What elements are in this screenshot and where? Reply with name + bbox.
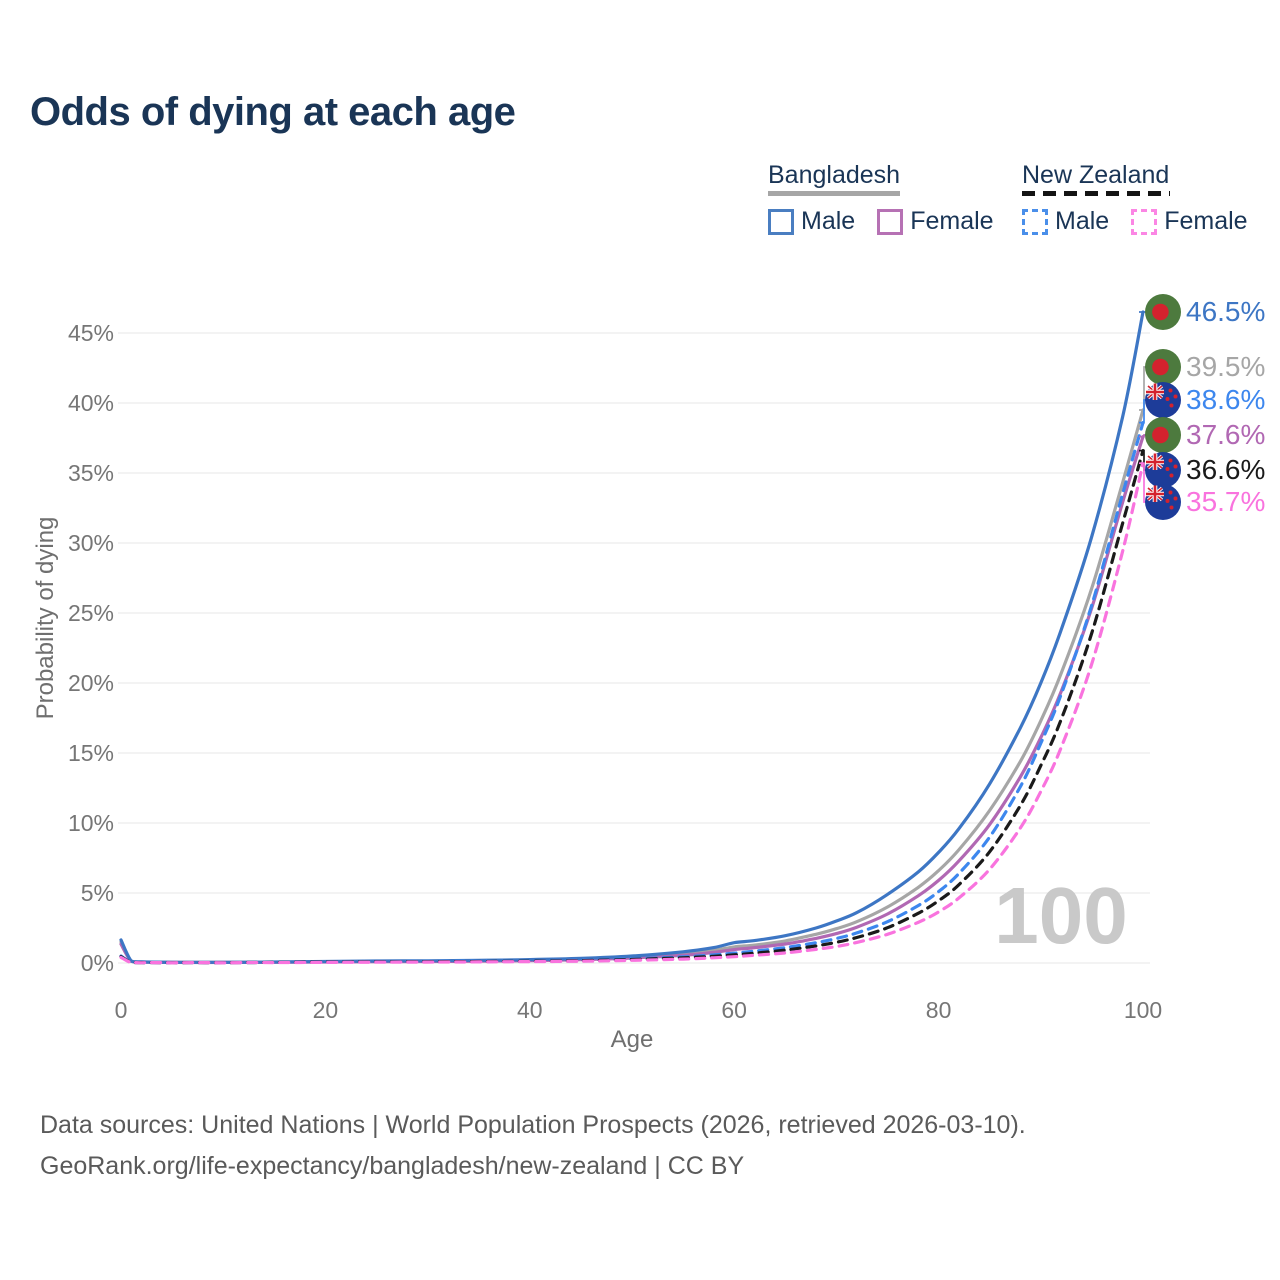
legend-item-bangladesh-female[interactable]: Female xyxy=(877,207,1015,236)
legend-group-line-style xyxy=(768,191,900,196)
legend-item-label: Male xyxy=(1055,207,1110,235)
series-line[interactable] xyxy=(119,421,1145,965)
y-tick-label: 15% xyxy=(67,740,114,766)
series-line[interactable] xyxy=(119,310,1145,964)
bangladesh-flag xyxy=(1145,349,1181,385)
x-tick-label: 40 xyxy=(517,997,543,1023)
series-line[interactable] xyxy=(119,449,1145,965)
new-zealand-flag-icon xyxy=(1145,452,1181,488)
x-tick-label: 60 xyxy=(721,997,747,1023)
legend-group-title[interactable]: New Zealand xyxy=(1022,161,1170,189)
bangladesh-flag-icon xyxy=(1145,417,1181,453)
y-tick-label: 40% xyxy=(67,390,114,416)
bangladesh-flag-icon xyxy=(1145,294,1181,330)
series-end-value-label: 35.7% xyxy=(1186,486,1266,517)
y-tick-label: 10% xyxy=(67,810,114,836)
bangladesh-flag xyxy=(1145,294,1181,330)
series-end-value-label: 36.6% xyxy=(1186,454,1266,485)
legend-swatch[interactable] xyxy=(1022,208,1048,235)
legend-group-title[interactable]: Bangladesh xyxy=(768,161,901,189)
y-tick-label: 35% xyxy=(67,460,114,486)
series-end-value-label: 39.5% xyxy=(1186,351,1266,382)
new-zealand-flag xyxy=(1145,484,1181,520)
y-tick-label: 20% xyxy=(67,670,114,696)
x-tick-label: 20 xyxy=(312,997,339,1023)
legend-group-bangladesh: Bangladesh Male Female xyxy=(768,161,1016,236)
legend-swatch[interactable] xyxy=(768,208,794,235)
legend-group-new-zealand: New Zealand Male Female xyxy=(1022,161,1270,236)
new-zealand-flag xyxy=(1145,452,1181,488)
legend-group-line-style xyxy=(1022,191,1170,196)
legend-item-label: Female xyxy=(910,207,994,235)
y-tick-label: 45% xyxy=(67,320,114,346)
series-end-value-label: 37.6% xyxy=(1186,419,1266,450)
y-tick-label: 0% xyxy=(80,950,114,976)
legend-item-new-zealand-male[interactable]: Male xyxy=(1022,207,1131,236)
x-tick-label: 0 xyxy=(114,997,128,1023)
y-tick-label: 25% xyxy=(67,600,114,626)
y-tick-label: 5% xyxy=(80,880,114,906)
bangladesh-flag-icon xyxy=(1145,349,1181,385)
series-line[interactable] xyxy=(119,408,1145,965)
series-end-value-label: 46.5% xyxy=(1186,296,1266,327)
legend-item-bangladesh-male[interactable]: Male xyxy=(768,207,877,236)
y-axis-title: Probability of dying xyxy=(32,516,59,720)
legend-item-label: Female xyxy=(1164,207,1248,235)
bangladesh-flag xyxy=(1145,417,1181,453)
new-zealand-flag-icon xyxy=(1145,484,1181,520)
attribution-line: GeoRank.org/life-expectancy/bangladesh/n… xyxy=(40,1152,745,1180)
new-zealand-flag xyxy=(1145,382,1181,418)
new-zealand-flag-icon xyxy=(1145,382,1181,418)
age-indicator-watermark: 100 xyxy=(994,871,1128,960)
legend-swatch[interactable] xyxy=(1131,208,1158,235)
x-tick-label: 80 xyxy=(925,997,952,1023)
legend-item-new-zealand-female[interactable]: Female xyxy=(1131,207,1269,236)
series-line[interactable] xyxy=(119,461,1145,965)
x-axis-title: Age xyxy=(610,1026,654,1053)
data-sources-line: Data sources: United Nations | World Pop… xyxy=(40,1111,1026,1139)
legend-swatch[interactable] xyxy=(877,208,904,235)
legend-item-label: Male xyxy=(801,207,856,235)
page-title: Odds of dying at each age xyxy=(30,90,516,134)
y-tick-label: 30% xyxy=(67,530,114,556)
series-line[interactable] xyxy=(119,435,1145,965)
footer: Data sources: United Nations | World Pop… xyxy=(40,1105,1026,1187)
x-tick-label: 100 xyxy=(1123,997,1163,1023)
series-end-value-label: 38.6% xyxy=(1186,384,1266,415)
